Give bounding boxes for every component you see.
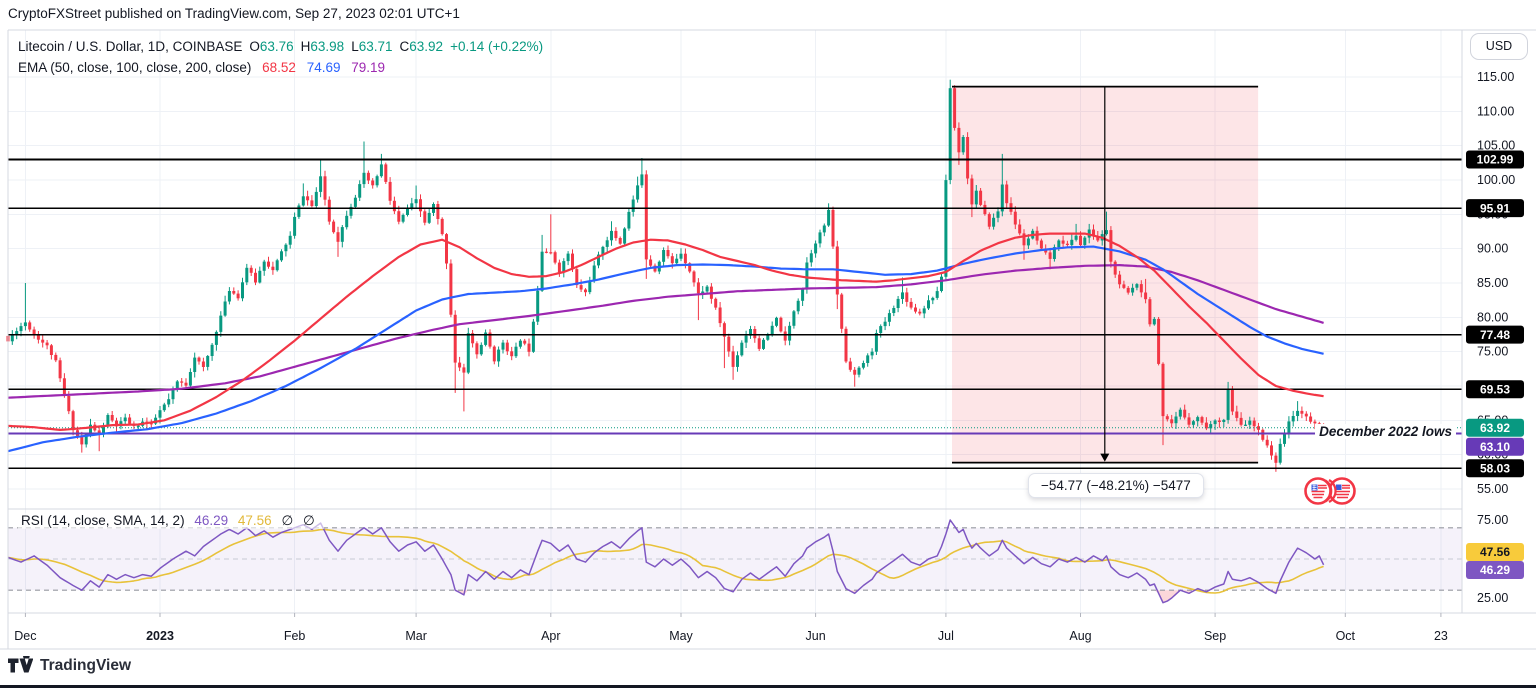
measure-tooltip: −54.77 (−48.21%) −5477 bbox=[1028, 473, 1204, 498]
svg-text:69.53: 69.53 bbox=[1480, 382, 1510, 396]
svg-text:Oct: Oct bbox=[1336, 629, 1356, 643]
svg-text:Sep: Sep bbox=[1204, 629, 1226, 643]
svg-text:110.00: 110.00 bbox=[1477, 104, 1514, 118]
publish-header: CryptoFXStreet published on TradingView.… bbox=[8, 6, 460, 21]
svg-text:Aug: Aug bbox=[1069, 629, 1091, 643]
rsi-sma-value: 47.56 bbox=[237, 513, 272, 528]
rsi-band-upper-value: ∅ bbox=[281, 513, 294, 528]
svg-text:115.00: 115.00 bbox=[1477, 70, 1514, 84]
currency-toggle-button[interactable]: USD bbox=[1470, 33, 1528, 60]
svg-text:75.00: 75.00 bbox=[1477, 345, 1508, 359]
svg-text:63.10: 63.10 bbox=[1480, 440, 1510, 454]
svg-text:58.03: 58.03 bbox=[1480, 461, 1510, 475]
svg-text:23: 23 bbox=[1434, 629, 1448, 643]
svg-text:46.29: 46.29 bbox=[1480, 563, 1510, 577]
symbol-legend-row1: Litecoin / U.S. Dollar, 1D, COINBASE O63.… bbox=[18, 39, 544, 54]
svg-text:77.48: 77.48 bbox=[1480, 328, 1510, 342]
price-axis[interactable] bbox=[1462, 30, 1536, 613]
svg-text:May: May bbox=[669, 629, 693, 643]
svg-text:Feb: Feb bbox=[284, 629, 306, 643]
tradingview-brand-text: TradingView bbox=[40, 656, 132, 674]
svg-text:Dec: Dec bbox=[14, 629, 36, 643]
tradingview-footer[interactable]: TradingView bbox=[8, 656, 131, 675]
svg-text:47.56: 47.56 bbox=[1480, 545, 1510, 559]
symbol-title[interactable]: Litecoin / U.S. Dollar, 1D, COINBASE bbox=[18, 39, 243, 54]
rsi-legend: RSI (14, close, SMA, 14, 2) 46.29 47.56 … bbox=[18, 513, 324, 529]
rsi-indicator-label[interactable]: RSI (14, close, SMA, 14, 2) bbox=[21, 513, 185, 528]
rsi-value: 46.29 bbox=[194, 513, 229, 528]
svg-text:100.00: 100.00 bbox=[1477, 173, 1515, 187]
svg-text:63.92: 63.92 bbox=[1480, 421, 1510, 435]
svg-text:Jul: Jul bbox=[938, 629, 954, 643]
rsi-band-lower-value: ∅ bbox=[302, 513, 315, 528]
svg-text:75.00: 75.00 bbox=[1477, 513, 1508, 527]
ema-indicator-label[interactable]: EMA (50, close, 100, close, 200, close) bbox=[18, 60, 252, 75]
svg-text:105.00: 105.00 bbox=[1477, 139, 1515, 153]
tradingview-logo-icon bbox=[8, 656, 33, 673]
time-axis[interactable] bbox=[8, 613, 1462, 649]
svg-text:85.00: 85.00 bbox=[1477, 276, 1508, 290]
ema50-value: 68.52 bbox=[262, 60, 296, 75]
symbol-legend: Litecoin / U.S. Dollar, 1D, COINBASE O63.… bbox=[18, 36, 543, 78]
ema100-value: 74.69 bbox=[306, 60, 341, 75]
svg-text:25.00: 25.00 bbox=[1477, 591, 1508, 605]
svg-text:55.00: 55.00 bbox=[1477, 482, 1508, 496]
ema200-value: 79.19 bbox=[351, 60, 386, 75]
svg-text:90.00: 90.00 bbox=[1477, 242, 1508, 256]
ema-legend-row: EMA (50, close, 100, close, 200, close) … bbox=[18, 57, 543, 78]
svg-text:Jun: Jun bbox=[806, 629, 826, 643]
change-value: +0.14 (+0.22%) bbox=[450, 39, 544, 54]
bottom-border bbox=[0, 685, 1536, 688]
svg-text:Mar: Mar bbox=[405, 629, 427, 643]
flag-coins-icon bbox=[1302, 473, 1360, 514]
december-lows-label: December 2022 lows bbox=[1315, 424, 1456, 439]
svg-text:102.99: 102.99 bbox=[1477, 153, 1514, 167]
svg-text:95.91: 95.91 bbox=[1480, 201, 1510, 215]
svg-text:Apr: Apr bbox=[541, 629, 560, 643]
svg-text:2023: 2023 bbox=[146, 629, 174, 643]
svg-text:80.00: 80.00 bbox=[1477, 310, 1508, 324]
